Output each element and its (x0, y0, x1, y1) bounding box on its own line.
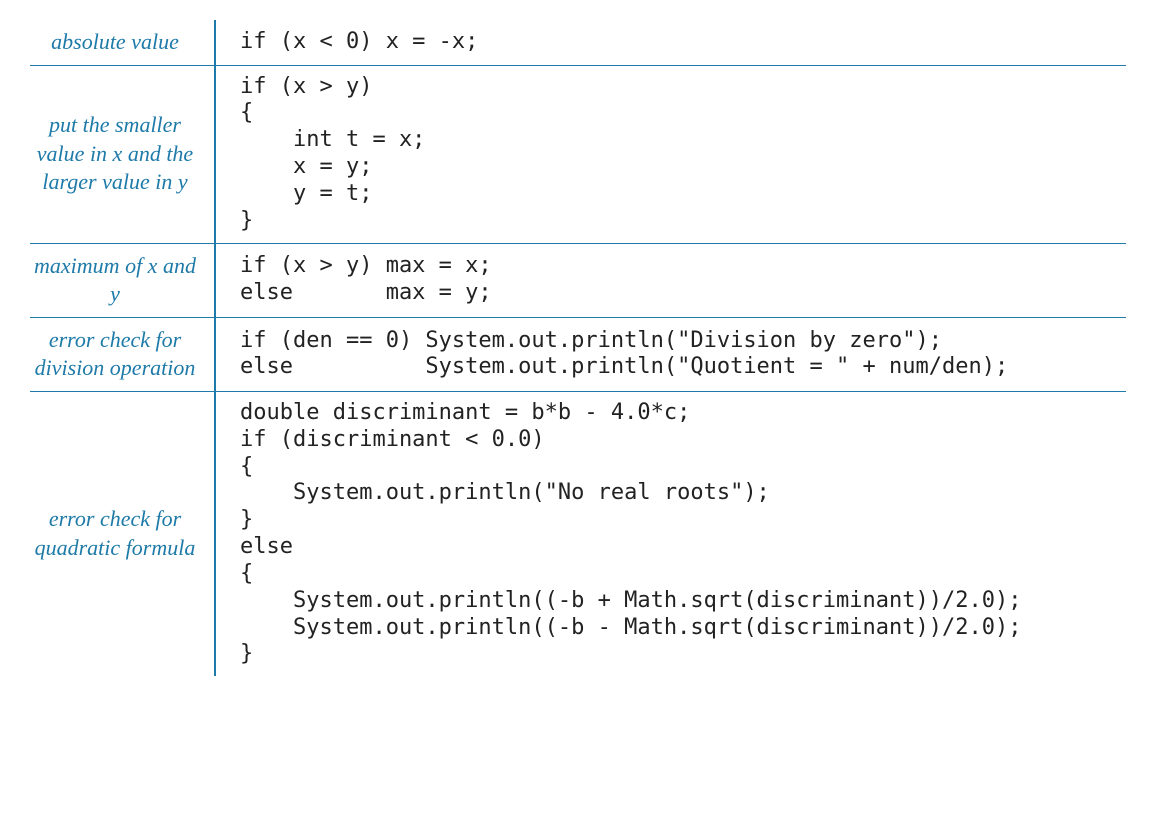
table-row: error check for division operation if (d… (30, 317, 1126, 391)
code-examples-table: absolute value if (x < 0) x = -x; put th… (30, 20, 1126, 676)
row-code: if (x > y) { int t = x; x = y; y = t; } (215, 65, 1126, 243)
table-row: maximum of x and y if (x > y) max = x; e… (30, 243, 1126, 317)
row-label: error check for quadratic formula (30, 391, 215, 676)
row-label: maximum of x and y (30, 243, 215, 317)
row-label: absolute value (30, 20, 215, 65)
row-label: put the smaller value in x and the large… (30, 65, 215, 243)
table-row: absolute value if (x < 0) x = -x; (30, 20, 1126, 65)
row-code: if (x < 0) x = -x; (215, 20, 1126, 65)
table-row: error check for quadratic formula double… (30, 391, 1126, 676)
row-code: if (x > y) max = x; else max = y; (215, 243, 1126, 317)
table-row: put the smaller value in x and the large… (30, 65, 1126, 243)
row-label: error check for division operation (30, 317, 215, 391)
row-code: double discriminant = b*b - 4.0*c; if (d… (215, 391, 1126, 676)
row-code: if (den == 0) System.out.println("Divisi… (215, 317, 1126, 391)
